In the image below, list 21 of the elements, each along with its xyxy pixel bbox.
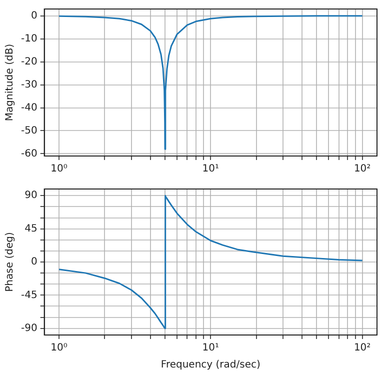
y-tick-label: -50 <box>20 125 38 136</box>
x-tick-label: 10² <box>354 164 371 175</box>
y-tick-label: 0 <box>30 10 38 22</box>
x-tick-label: 10² <box>354 342 371 354</box>
y-tick-label: -10 <box>20 33 38 44</box>
x-tick-label: 10⁰ <box>50 164 68 175</box>
x-axis-title: Frequency (rad/sec) <box>160 360 260 371</box>
y-axis-title: Phase (deg) <box>4 232 16 292</box>
y-tick-label: -90 <box>20 322 38 334</box>
y-tick-label: 45 <box>24 223 38 234</box>
y-tick-label: -20 <box>20 56 38 68</box>
y-tick-label: 90 <box>24 190 38 202</box>
y-axis-title: Magnitude (dB) <box>4 44 16 122</box>
y-tick-label: -60 <box>20 148 38 160</box>
y-tick-label: 0 <box>30 256 38 268</box>
y-tick-label: -40 <box>20 102 38 114</box>
x-tick-label: 10¹ <box>202 164 220 175</box>
y-tick-label: -30 <box>20 79 38 90</box>
y-tick-label: -45 <box>20 290 38 301</box>
x-tick-label: 10⁰ <box>50 342 68 354</box>
x-tick-label: 10¹ <box>202 342 220 354</box>
